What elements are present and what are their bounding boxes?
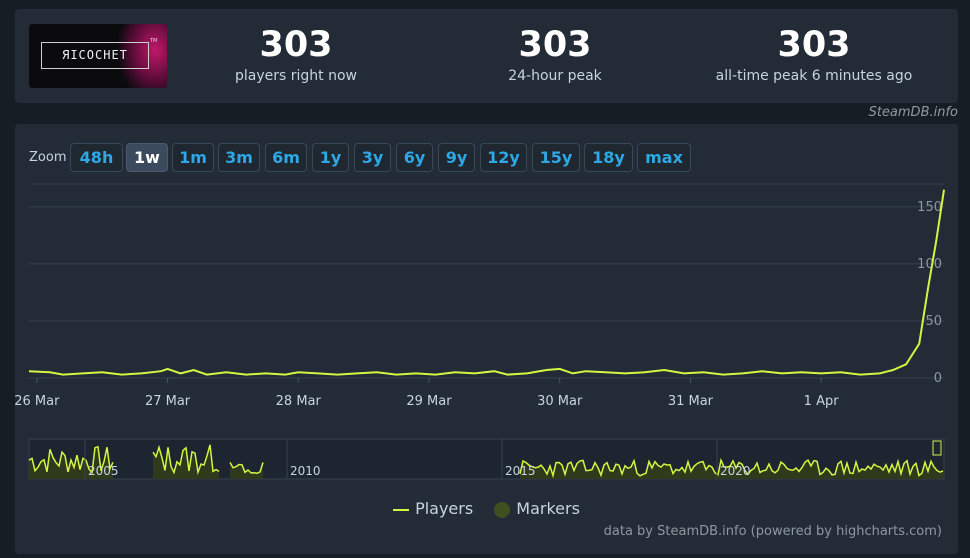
zoom-button-3m[interactable]: 3m [218,143,260,172]
navigator-area [153,444,219,479]
y-tick-label: 50 [925,314,942,329]
logo-trademark: TM [150,38,158,44]
zoom-button-1m[interactable]: 1m [172,143,214,172]
navigator-year-label: 2015 [505,464,536,478]
zoom-button-1y[interactable]: 1y [312,143,349,172]
zoom-button-18y[interactable]: 18y [584,143,633,172]
logo-frame [41,42,149,69]
legend-markers-label: Markers [516,499,580,518]
legend-players-label: Players [415,499,474,518]
x-tick-label: 27 Mar [145,394,191,409]
zoom-button-3y[interactable]: 3y [354,143,391,172]
players-chart[interactable]: 0 50 100 150 26 Mar 27 Mar 28 Mar 29 Mar 30 Mar 3… [15,124,958,554]
steamdb-credit[interactable]: SteamDB.info [868,105,958,120]
legend-line-icon [393,508,410,511]
y-tick-label: 100 [917,257,942,272]
stat-value: 303 [518,25,592,65]
y-tick-label: 150 [917,200,942,215]
navigator-series-line [152,444,220,476]
x-tick-label: 31 Mar [668,394,714,409]
stat-value: 303 [259,25,333,65]
navigator-year-label: 2020 [720,464,751,478]
navigator-series-line [28,445,114,475]
stat-24h-peak: 303 24-hour peak [480,24,630,86]
stat-label: 24-hour peak [508,68,602,84]
zoom-label: Zoom [29,150,67,165]
navigator-year-label: 2010 [290,464,321,478]
stat-label: players right now [235,68,357,84]
navigator-area [230,462,263,479]
logo-glow [119,24,167,88]
stat-current-players: 303 players right now [221,24,371,86]
navigator-area [520,460,943,479]
x-tick-label: 29 Mar [406,394,452,409]
zoom-button-48h[interactable]: 48h [70,143,123,172]
highcharts-credit[interactable]: data by SteamDB.info (powered by highcha… [603,524,942,539]
legend-markers[interactable]: Markers [494,499,580,518]
zoom-button-6y[interactable]: 6y [396,143,433,172]
legend-dot-icon [494,501,511,518]
navigator-year-label: 2005 [88,464,119,478]
zoom-button-max[interactable]: max [637,143,691,172]
players-series-line [28,189,945,376]
zoom-button-9y[interactable]: 9y [438,143,475,172]
zoom-button-6m[interactable]: 6m [265,143,307,172]
stat-all-time-peak: 303 all-time peak 6 minutes ago [704,24,924,86]
x-tick-label: 30 Mar [537,394,583,409]
logo-wordmark: ЯICOCHET [62,48,128,62]
x-tick-label: 28 Mar [276,394,322,409]
zoom-button-15y[interactable]: 15y [532,143,580,172]
navigator-series-line [519,457,944,479]
chart-panel: Zoom 48h 1w 1m 3m 6m 1y 3y 6y 9y 12y 15y… [15,124,958,554]
x-tick-label: 1 Apr [804,394,840,409]
navigator-series-line [229,462,264,475]
chart-legend: Players Markers [15,498,958,518]
zoom-button-1w[interactable]: 1w [126,143,168,172]
zoom-button-12y[interactable]: 12y [480,143,527,172]
legend-players[interactable]: Players [393,499,473,518]
y-tick-label: 0 [934,371,942,386]
game-logo[interactable]: ЯICOCHET TM [29,24,167,88]
stat-value: 303 [777,25,851,65]
stat-label: all-time peak 6 minutes ago [715,68,913,84]
x-tick-label: 26 Mar [15,394,60,409]
stats-panel: ЯICOCHET TM 303 players right now 303 24… [15,9,958,103]
navigator-handle [932,440,942,456]
